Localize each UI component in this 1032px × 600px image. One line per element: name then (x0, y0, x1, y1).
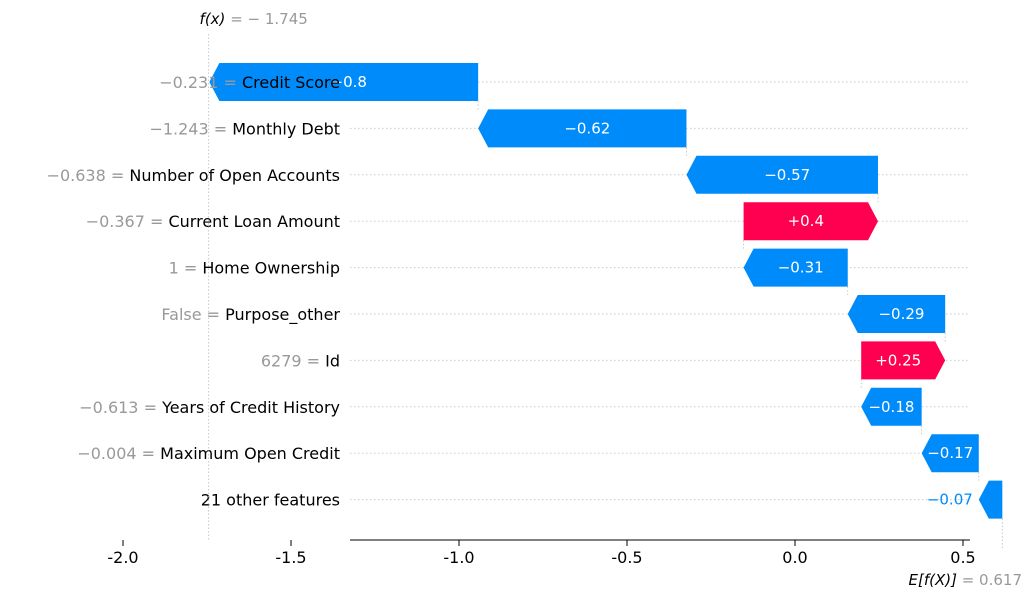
feature-label: −0.004 = Maximum Open Credit (77, 444, 340, 463)
negative-bar (209, 63, 479, 101)
negative-bar (978, 480, 1003, 519)
bar-value-label: −0.17 (927, 444, 973, 462)
x-tick-label: -2.0 (107, 548, 138, 567)
bar-value-label: −0.57 (764, 166, 810, 184)
feature-name: Credit Score (242, 73, 340, 92)
bar-value-label: −0.29 (878, 305, 924, 323)
x-tick-label: -1.5 (275, 548, 306, 567)
feature-name: Maximum Open Credit (160, 444, 340, 463)
negative-bar (743, 248, 848, 287)
x-tick-label: 0.0 (782, 548, 807, 567)
feature-value: −0.004 = (77, 444, 160, 463)
feature-value: −0.638 = (47, 166, 130, 185)
x-tick-label: 0.5 (950, 548, 975, 567)
feature-label: −0.367 = Current Loan Amount (86, 212, 340, 231)
positive-bar (861, 341, 946, 380)
feature-value: False = (161, 305, 225, 324)
feature-label: 21 other features (201, 491, 340, 510)
feature-label: −0.638 = Number of Open Accounts (47, 166, 340, 185)
negative-bar (478, 109, 687, 148)
feature-label-layer: −0.231 = Credit Score −1.243 = Monthly De… (47, 73, 341, 510)
bar-value-label: −0.18 (868, 398, 914, 416)
feature-value: −1.243 = (149, 119, 232, 138)
efx-value: = 0.617 (957, 571, 1022, 589)
negative-bar (686, 155, 878, 194)
negative-bar (861, 387, 922, 426)
efx-label: E[f(X)] = 0.617 (909, 571, 1023, 589)
feature-label: −0.231 = Credit Score (159, 73, 340, 92)
bar-value-label: −0.07 (927, 491, 973, 509)
feature-name: Monthly Debt (232, 119, 340, 138)
fx-label: f(x) = − 1.745 (200, 10, 308, 28)
feature-value: 6279 = (261, 351, 325, 370)
feature-label: 1 = Home Ownership (169, 259, 340, 278)
feature-name: 21 other features (201, 491, 340, 510)
feature-label: −0.613 = Years of Credit History (79, 398, 340, 417)
feature-name: Id (325, 351, 340, 370)
positive-bar (743, 202, 878, 241)
feature-label: −1.243 = Monthly Debt (149, 119, 340, 138)
fx-value: = − 1.745 (225, 10, 307, 28)
feature-value: −0.613 = (79, 398, 162, 417)
bar-value-label: −0.31 (778, 259, 824, 277)
feature-label: False = Purpose_other (161, 305, 340, 325)
bar-value-label: −0.8 (331, 73, 367, 91)
x-axis: -2.0 -1.5 -1.0 -0.5 0.0 0.5 (107, 539, 976, 567)
x-tick-label: -1.0 (443, 548, 474, 567)
feature-label: 6279 = Id (261, 351, 340, 370)
feature-name: Current Loan Amount (168, 212, 340, 231)
bar-value-label: −0.62 (564, 119, 610, 137)
feature-name: Years of Credit History (161, 398, 340, 417)
negative-bar (847, 295, 946, 333)
x-tick-label: -0.5 (611, 548, 642, 567)
fx-prefix: f(x) (200, 10, 226, 28)
feature-name: Home Ownership (202, 259, 340, 278)
bar-value-label: +0.4 (788, 212, 824, 230)
output-marker: f(x) = − 1.745 (200, 10, 308, 540)
feature-name: Purpose_other (225, 305, 340, 325)
efx-prefix: E[f(X)] (909, 571, 958, 589)
bar-layer: −0.8 −0.62 −0.57 +0.4 −0.31 −0.29 +0.25 −0.18 −0… (209, 63, 1003, 519)
feature-name: Number of Open Accounts (129, 166, 340, 185)
feature-value: −0.367 = (86, 212, 169, 231)
feature-value: 1 = (169, 259, 203, 278)
bar-value-label: +0.25 (875, 351, 921, 369)
feature-value: −0.231 = (159, 73, 242, 92)
connector-layer (477, 101, 980, 481)
negative-bar (921, 434, 979, 473)
base-value-marker: E[f(X)] = 0.617 (909, 518, 1023, 589)
